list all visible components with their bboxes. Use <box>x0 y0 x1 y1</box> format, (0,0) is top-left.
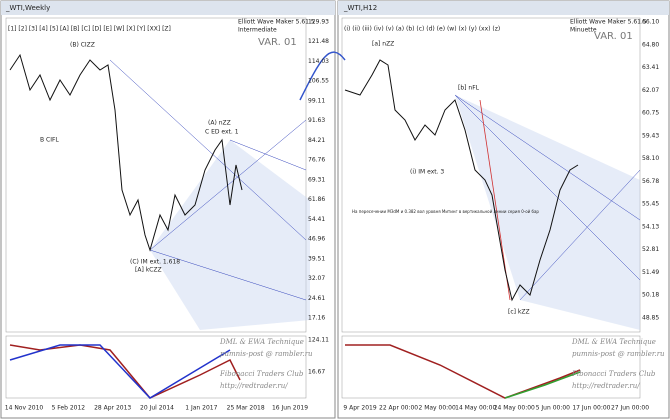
indicator-line <box>9 344 231 399</box>
date-label: 9 Apr 2019 <box>343 405 376 412</box>
price-label: 64.80 <box>642 41 659 48</box>
indicator-area <box>341 335 641 399</box>
date-label: 2 May 00:00 <box>418 405 456 412</box>
price-label: 50.18 <box>642 292 659 299</box>
price-label: 60.75 <box>642 110 659 117</box>
annotation: (A) nZZ <box>208 120 231 127</box>
price-label: 59.43 <box>642 132 659 139</box>
date-label: 22 Apr 00:00 <box>379 405 418 412</box>
price-label: 91.63 <box>308 117 325 124</box>
watermark: http://redtrader.ru/ <box>220 382 288 390</box>
price-label: 84.21 <box>308 137 325 144</box>
fork-zone <box>150 140 310 330</box>
date-label: 17 Jun 00:00 <box>572 405 610 412</box>
price-label: 61.86 <box>308 196 325 203</box>
date-label: 5 Feb 2012 <box>52 405 86 412</box>
annotation: [c] kZZ <box>508 309 530 316</box>
date-label: 1 Jan 2017 <box>185 405 217 412</box>
price-label: 46.96 <box>308 236 325 243</box>
date-label: 25 Mar 2018 <box>227 405 265 412</box>
annotation: C ED ext. 1 <box>205 129 239 136</box>
date-label: 20 Jul 2014 <box>140 405 174 412</box>
annotation: [A] kCZZ <box>135 267 162 274</box>
date-label: 28 Apr 2013 <box>94 405 131 412</box>
watermark: DML & EWA Technique <box>219 338 304 346</box>
watermark: pumnis-post @ rambler.ru <box>572 350 665 358</box>
price-label: 58.10 <box>642 155 659 162</box>
price-label: 24.61 <box>308 295 325 302</box>
wave-degree: Minuette <box>570 27 597 34</box>
date-label: 16 Jun 2019 <box>272 405 308 412</box>
annotation: [b] nFL <box>458 85 480 92</box>
indicator-line <box>345 344 581 399</box>
watermark: Fibonacci Traders Club <box>571 370 656 378</box>
tool-name: Elliott Wave Maker 5.61.5 <box>570 19 647 26</box>
channel-line <box>479 99 511 301</box>
indicator-line <box>504 371 581 399</box>
price-label: 124.11 <box>308 337 329 344</box>
price-label: 56.78 <box>642 178 659 185</box>
title-bar <box>338 1 669 15</box>
price-label: 99.11 <box>308 97 325 104</box>
price-label: 106.55 <box>308 78 329 85</box>
fork-zone <box>455 95 640 330</box>
price-label: 121.48 <box>308 38 329 45</box>
title-bar <box>1 1 335 15</box>
price-label: 48.85 <box>642 315 659 322</box>
price-label: 66.10 <box>642 19 659 26</box>
wave-degree: Intermediate <box>238 27 277 34</box>
watermark: DML & EWA Technique <box>571 338 656 346</box>
annotation: [a] nZZ <box>372 41 394 48</box>
annotation: На пересечении MЗdM и 0.382 вол уровня М… <box>352 209 539 214</box>
price-label: 54.41 <box>308 216 325 223</box>
price-bars <box>9 53 243 252</box>
price-label: 32.07 <box>308 275 325 282</box>
annotation: B CIFL <box>40 137 59 144</box>
price-label: 54.13 <box>642 223 659 230</box>
price-label: 69.31 <box>308 176 325 183</box>
price-bars <box>344 59 579 302</box>
date-label: 5 Jun 00:00 <box>536 405 570 412</box>
wave-labels: (i) (ii) (iii) (iv) (v) (a) (b) (c) (d) … <box>344 26 500 33</box>
variant: VAR. 01 <box>594 31 633 42</box>
link-arrow <box>299 51 346 101</box>
annotation: (B) CIZZ <box>70 42 95 49</box>
window-title: _WTI,H12 <box>343 4 377 12</box>
window-title: _WTI,Weekly <box>5 4 50 12</box>
watermark: Fibonacci Traders Club <box>219 370 304 378</box>
price-label: 76.76 <box>308 157 325 164</box>
price-label: 17.16 <box>308 315 325 322</box>
variant: VAR. 01 <box>258 37 297 48</box>
fan-lines <box>454 94 641 301</box>
price-label: 129.93 <box>308 19 329 26</box>
date-label: 27 Jun 00:00 <box>611 405 649 412</box>
annotation: (C) IM ext. 1.618 <box>130 259 180 266</box>
tool-name: Elliott Wave Maker 5.61.5 <box>238 19 315 26</box>
price-label: 39.51 <box>308 255 325 262</box>
price-label: 62.07 <box>642 87 659 94</box>
date-label: 14 May 00:00 <box>455 405 496 412</box>
watermark: http://redtrader.ru/ <box>572 382 640 390</box>
wave-labels: [1] [2] [3] [4] [5] [A] [B] [C] [D] [E] … <box>8 26 171 33</box>
chart-area <box>5 17 307 333</box>
price-label: 114.03 <box>308 58 329 65</box>
annotation: (i) IM ext. 3 <box>410 169 444 176</box>
price-label: 55.45 <box>642 201 659 208</box>
date-label: 24 May 00:00 <box>494 405 535 412</box>
price-label: 51.49 <box>642 269 659 276</box>
indicator-area <box>5 335 307 399</box>
chart-area <box>341 17 641 333</box>
price-label: 63.41 <box>642 64 659 71</box>
price-label: 52.81 <box>642 246 659 253</box>
price-label: 16.67 <box>308 369 325 376</box>
date-label: 14 Nov 2010 <box>5 405 44 412</box>
watermark: pumnis-post @ rambler.ru <box>220 350 313 358</box>
